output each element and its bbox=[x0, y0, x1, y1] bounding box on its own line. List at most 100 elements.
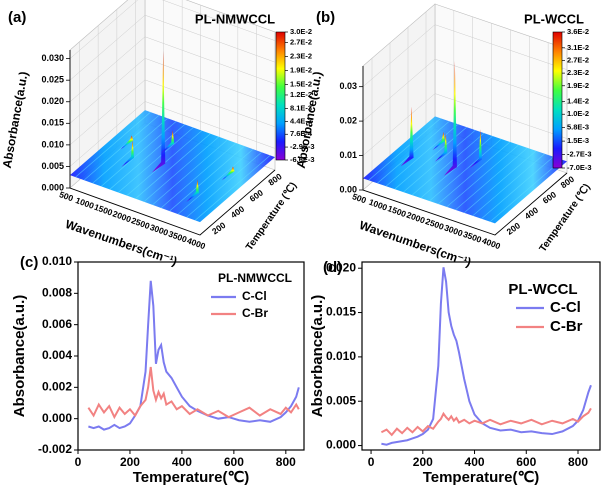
colorbar-label: 1.5E-3 bbox=[567, 136, 589, 145]
legend-title: PL-WCCL bbox=[508, 281, 577, 298]
x-tick-label: 600 bbox=[516, 455, 536, 469]
surface-ridge bbox=[135, 133, 211, 199]
z-tick-label: 0.030 bbox=[41, 53, 64, 63]
colorbar-label: 7.6E-4 bbox=[290, 129, 313, 138]
colorbar bbox=[552, 31, 563, 169]
surface-ridge bbox=[472, 153, 545, 217]
surface-ridge bbox=[455, 147, 528, 211]
colorbar-label: 1.5E-2 bbox=[290, 79, 312, 88]
y-tick-label: 600 bbox=[248, 187, 266, 203]
y-tick-label: 0.006 bbox=[42, 317, 72, 331]
x-tick-label: 2500 bbox=[424, 216, 445, 232]
colorbar-label: 5.8E-3 bbox=[567, 123, 589, 132]
y-tick-label: 0.002 bbox=[42, 380, 72, 394]
surface-ridge bbox=[446, 144, 519, 208]
legend-title: PL-NMWCCL bbox=[218, 271, 292, 285]
y-tick-label: 0.008 bbox=[42, 286, 72, 300]
colorbar-label: 3.6E-2 bbox=[567, 27, 589, 36]
surface-ridge bbox=[83, 114, 160, 181]
legend-label: C-Br bbox=[550, 318, 583, 335]
x-tick-label: 200 bbox=[413, 455, 433, 469]
y-tick-label: 200 bbox=[210, 220, 228, 236]
y-tick-label: 0.015 bbox=[326, 305, 356, 319]
colorbar-label: 4.4E-3 bbox=[290, 117, 312, 126]
surface-ridge bbox=[92, 117, 168, 184]
colorbar-label: -7.0E-3 bbox=[567, 163, 592, 172]
series-line bbox=[381, 267, 592, 446]
y-tick-label: 400 bbox=[229, 204, 247, 220]
y-axis-title: Absorbance(a.u.) bbox=[309, 295, 326, 418]
panel-label: (a) bbox=[8, 9, 26, 26]
y-tick-label: 800 bbox=[559, 174, 577, 190]
colorbar bbox=[275, 31, 286, 161]
surface-ridge bbox=[194, 155, 271, 221]
grid-line bbox=[69, 0, 276, 59]
y-tick-label: 200 bbox=[505, 220, 523, 236]
x-tick-label: 2000 bbox=[111, 209, 132, 225]
surface-peak bbox=[432, 131, 445, 151]
x-tick-label: 500 bbox=[58, 189, 75, 203]
z-tick-label: 0.02 bbox=[339, 115, 357, 125]
y-tick-label: 400 bbox=[523, 205, 541, 221]
x-tick-label: 0 bbox=[368, 455, 375, 469]
colorbar-label: -2.7E-3 bbox=[567, 149, 592, 158]
colorbar-label: 2.7E-2 bbox=[567, 55, 589, 64]
x-tick-label: 200 bbox=[120, 455, 140, 469]
colorbar-label: -2.9E-3 bbox=[290, 142, 315, 151]
colorbar-label: 1.9E-2 bbox=[290, 65, 312, 74]
x-tick-label: 600 bbox=[224, 455, 244, 469]
surface-peak bbox=[444, 60, 457, 176]
surface-ridge bbox=[429, 138, 502, 202]
x-tick-label: 800 bbox=[276, 455, 296, 469]
surface-peak bbox=[469, 129, 482, 169]
colorbar-label: 8.1E-3 bbox=[290, 104, 312, 113]
x-tick-label: 1500 bbox=[386, 203, 407, 219]
surface-ridge bbox=[489, 159, 563, 222]
x-tick-label: 2500 bbox=[130, 215, 151, 231]
colorbar-label: 1.0E-2 bbox=[567, 109, 589, 118]
panel-label: (c) bbox=[20, 254, 38, 271]
y-tick-label: 0.005 bbox=[326, 393, 356, 407]
y-tick-label: 800 bbox=[266, 171, 284, 187]
x-tick-label: 1500 bbox=[93, 202, 114, 218]
x-tick-label: 3500 bbox=[462, 229, 483, 245]
surface-ridge bbox=[177, 148, 254, 215]
z-tick-label: 0.00 bbox=[339, 184, 357, 194]
surface-ridge bbox=[368, 118, 441, 181]
colorbar-label: 3.0E-2 bbox=[290, 27, 312, 36]
y-tick-label: 0.000 bbox=[326, 438, 356, 452]
x-tick-label: 1000 bbox=[368, 197, 389, 213]
legend-label: C-Cl bbox=[550, 299, 581, 316]
surface-ridge bbox=[152, 139, 228, 206]
colorbar-label: 1.2E-2 bbox=[290, 90, 312, 99]
colorbar-label: 2.3E-2 bbox=[567, 68, 589, 77]
x-axis-title: Temperature(℃) bbox=[133, 469, 250, 486]
x-tick-label: 0 bbox=[75, 455, 82, 469]
x-tick-label: 4000 bbox=[481, 235, 502, 251]
axis-line bbox=[69, 50, 276, 236]
colorbar-label: 1.9E-2 bbox=[567, 81, 589, 90]
surface-peak bbox=[186, 179, 199, 203]
y-tick-label: 0.004 bbox=[42, 348, 72, 362]
surface-ridge bbox=[118, 127, 194, 193]
x-tick-label: 2000 bbox=[405, 210, 426, 226]
colorbar-label: 2.7E-2 bbox=[290, 37, 312, 46]
y-tick-label: -0.002 bbox=[38, 442, 72, 456]
surface-ridge bbox=[437, 141, 511, 205]
series-line bbox=[88, 280, 300, 431]
colorbar-label: 1.4E-2 bbox=[567, 97, 589, 106]
surface-ridge bbox=[75, 111, 151, 178]
z-tick-label: 0.015 bbox=[41, 118, 64, 128]
surface-ridge bbox=[385, 123, 459, 187]
z-axis-title: Absorbance(a.u.) bbox=[0, 70, 31, 169]
y-tick-label: 0.010 bbox=[326, 349, 356, 363]
x-tick-label: 4000 bbox=[186, 235, 207, 251]
x-tick-label: 800 bbox=[568, 455, 588, 469]
y-tick-label: 600 bbox=[541, 189, 559, 205]
surface-peak bbox=[434, 133, 448, 162]
x-tick-label: 3000 bbox=[443, 223, 464, 239]
panel-label: (b) bbox=[316, 9, 335, 26]
z-tick-label: 0.005 bbox=[41, 161, 64, 171]
surface-ridge bbox=[143, 136, 220, 203]
